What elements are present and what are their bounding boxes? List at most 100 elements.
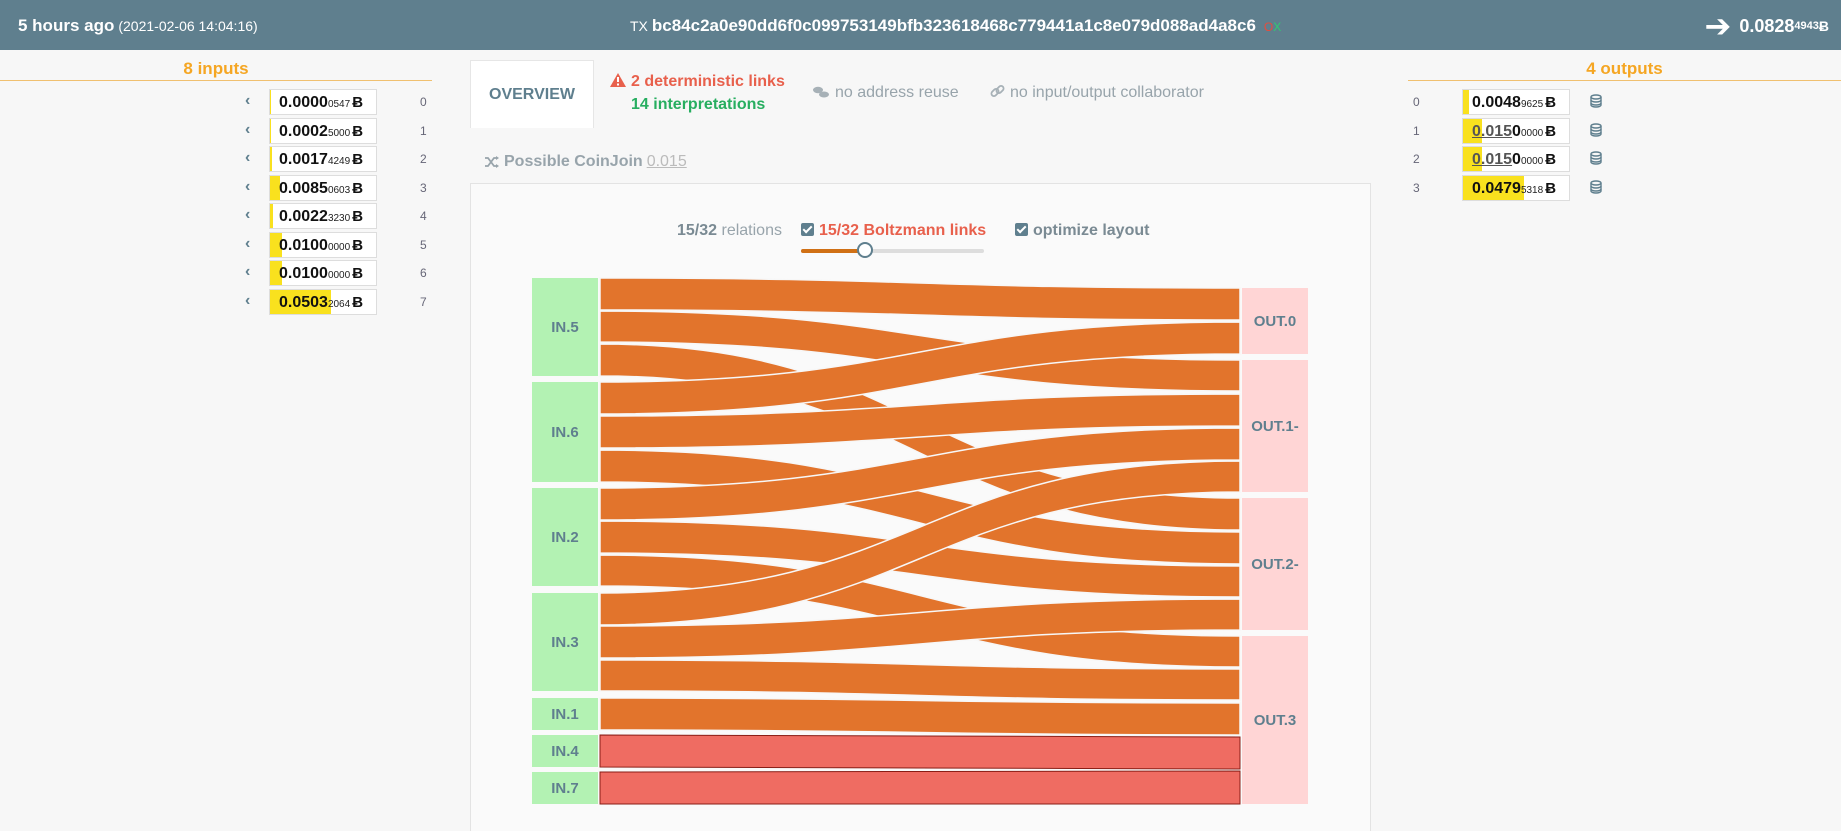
sankey-link[interactable] [599, 393, 1241, 449]
sankey-node[interactable]: IN.6 [532, 382, 598, 482]
coins-icon[interactable] [1589, 179, 1603, 194]
amount-fill [1463, 90, 1470, 114]
no-address-reuse-text: no address reuse [835, 84, 959, 101]
input-row[interactable]: ‹ 0.05032064 Ƀ 7 [245, 288, 435, 315]
total-small: 4943 [1794, 20, 1819, 32]
sankey-link[interactable] [599, 734, 1241, 770]
sankey-node[interactable]: IN.2 [532, 488, 598, 586]
coinjoin-value[interactable]: 0.015 [646, 153, 687, 170]
chevron-left-icon[interactable]: ‹ [245, 120, 251, 138]
total-amount: ➔ 0.0828 4943 Ƀ [1705, 10, 1829, 42]
chevron-left-icon[interactable]: ‹ [245, 149, 251, 166]
amount-small: 4249 [327, 156, 351, 167]
amount-small: 0603 [327, 184, 351, 196]
sankey-link[interactable] [599, 310, 1241, 392]
output-index: 1 [1413, 123, 1420, 138]
sankey-node[interactable]: IN.7 [532, 772, 598, 804]
ox-toggle[interactable]: OX [1264, 20, 1281, 34]
sankey-node[interactable]: OUT.1- [1242, 360, 1308, 492]
sankey-node[interactable]: IN.3 [532, 593, 598, 691]
sankey-node-label: IN.7 [551, 780, 579, 797]
sankey-link[interactable] [599, 321, 1241, 415]
input-row[interactable]: ‹ 0.01000000 Ƀ 6 [245, 260, 435, 286]
input-row[interactable]: ‹ 0.00000547 Ƀ 0 [245, 89, 435, 115]
output-row[interactable]: 2 0.01500000 Ƀ [1413, 146, 1603, 172]
sankey-node[interactable]: IN.1 [532, 698, 598, 730]
chevron-left-icon[interactable]: ‹ [245, 291, 251, 309]
output-amount[interactable]: 0.00489625 Ƀ [1462, 89, 1570, 115]
amount-fill [270, 289, 331, 314]
sankey-node-rect [1242, 288, 1308, 354]
sankey-node[interactable]: OUT.2- [1242, 498, 1308, 630]
boltzmann-checkbox[interactable] [801, 223, 814, 236]
coins-icon[interactable] [1589, 122, 1603, 137]
inputs-title: 8 inputs [0, 59, 432, 81]
sankey-node-rect [532, 772, 598, 804]
txid-value[interactable]: bc84c2a0e90dd6f0c099753149bfb323618468c7… [651, 16, 1256, 35]
no-address-reuse[interactable]: no address reuse [812, 84, 959, 102]
optimize-toggle[interactable]: optimize layout [1015, 222, 1149, 240]
tab-overview[interactable]: OVERVIEW [470, 60, 594, 128]
btc-symbol: Ƀ [352, 151, 364, 168]
link-slider[interactable] [801, 249, 984, 253]
deterministic-links-text: 2 deterministic links [631, 73, 785, 90]
sankey-link[interactable] [599, 659, 1241, 701]
chevron-left-icon[interactable]: ‹ [245, 92, 251, 109]
input-row[interactable]: ‹ 0.01000000 Ƀ 5 [245, 231, 435, 258]
amount-big: 0.0048 [1472, 94, 1521, 111]
output-index: 0 [1413, 95, 1420, 109]
input-row[interactable]: ‹ 0.00223230 Ƀ 4 [245, 203, 435, 229]
input-amount[interactable]: 0.01000000 Ƀ [269, 231, 377, 258]
sankey-node-label: OUT.0 [1254, 313, 1297, 330]
coins-icon[interactable] [1589, 94, 1603, 108]
sankey-link[interactable] [599, 277, 1241, 321]
slider-handle[interactable] [857, 242, 874, 258]
output-row[interactable]: 1 0.01500000 Ƀ [1413, 117, 1603, 144]
sankey-node[interactable]: OUT.0 [1242, 288, 1308, 354]
output-row[interactable]: 0 0.00489625 Ƀ [1413, 89, 1603, 115]
amount-big: 0.0017 [279, 151, 328, 168]
amount-small: 3230 [327, 213, 351, 224]
input-amount[interactable]: 0.05032064 Ƀ [269, 288, 377, 315]
input-amount[interactable]: 0.00025000 Ƀ [269, 117, 377, 144]
input-row[interactable]: ‹ 0.00174249 Ƀ 2 [245, 146, 435, 172]
sankey-link[interactable] [599, 460, 1241, 626]
output-amount[interactable]: 0.01500000 Ƀ [1462, 117, 1570, 144]
sankey-link[interactable] [599, 427, 1241, 521]
chevron-left-icon[interactable]: ‹ [245, 263, 251, 280]
optimize-checkbox[interactable] [1015, 223, 1028, 236]
sankey-link[interactable] [599, 697, 1241, 736]
sankey-link[interactable] [599, 770, 1241, 805]
input-amount[interactable]: 0.00174249 Ƀ [269, 146, 377, 172]
ox-o: O [1263, 20, 1274, 34]
sankey-node-rect [1242, 498, 1308, 630]
sankey-node-rect [1242, 636, 1308, 804]
coins-icon[interactable] [1589, 151, 1603, 165]
input-amount[interactable]: 0.00850603 Ƀ [269, 174, 377, 201]
input-amount[interactable]: 0.00000547 Ƀ [269, 89, 377, 115]
coinjoin-info: Possible CoinJoin 0.015 [485, 153, 687, 171]
txid[interactable]: TX bc84c2a0e90dd6f0c099753149bfb323618468… [630, 16, 1281, 36]
boltzmann-toggle[interactable]: 15/32 Boltzmann links [801, 222, 986, 240]
no-collaborator[interactable]: no input/output collaborator [990, 84, 1204, 102]
output-amount[interactable]: 0.04795318 Ƀ [1462, 174, 1570, 201]
sankey-node[interactable]: IN.5 [532, 278, 598, 376]
output-row[interactable]: 3 0.04795318 Ƀ [1413, 174, 1603, 201]
amount-big: 0.0100 [279, 265, 328, 282]
sankey-node[interactable]: OUT.3 [1242, 636, 1308, 804]
sankey-node-label: IN.6 [551, 424, 579, 441]
chevron-left-icon[interactable]: ‹ [245, 234, 251, 252]
input-index: 4 [420, 209, 427, 223]
chevron-left-icon[interactable]: ‹ [245, 177, 251, 195]
input-row[interactable]: ‹ 0.00025000 Ƀ 1 [245, 117, 435, 144]
input-amount[interactable]: 0.01000000 Ƀ [269, 260, 377, 286]
input-row[interactable]: ‹ 0.00850603 Ƀ 3 [245, 174, 435, 201]
sankey-node[interactable]: IN.4 [532, 735, 598, 767]
btc-symbol: Ƀ [352, 236, 364, 254]
deterministic-links[interactable]: 2 deterministic links [610, 73, 785, 91]
output-amount[interactable]: 0.01500000 Ƀ [1462, 146, 1570, 172]
interpretations[interactable]: 14 interpretations [631, 96, 766, 113]
sankey-link[interactable] [599, 598, 1241, 659]
input-amount[interactable]: 0.00223230 Ƀ [269, 203, 377, 229]
chevron-left-icon[interactable]: ‹ [245, 206, 251, 223]
